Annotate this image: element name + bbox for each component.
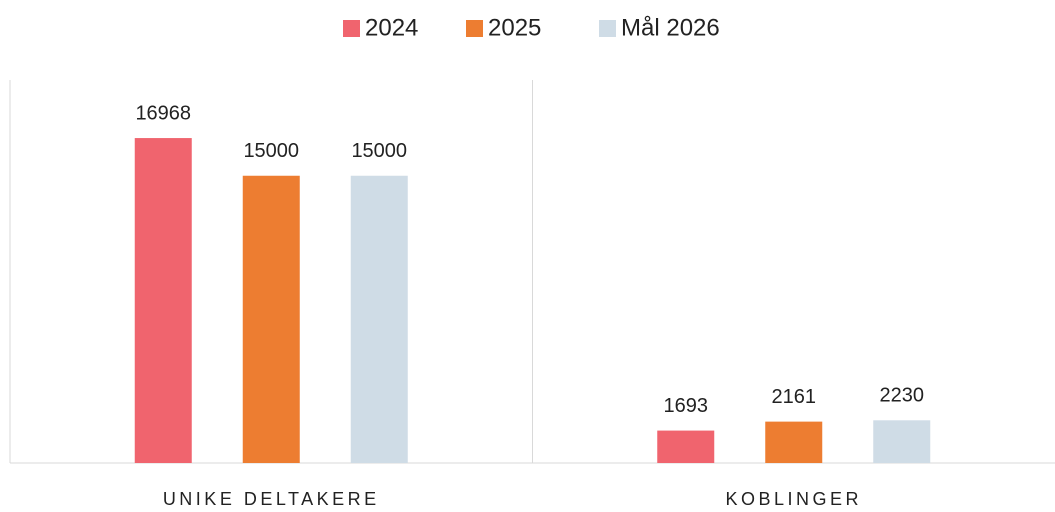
bar xyxy=(242,175,300,463)
legend-label: Mål 2026 xyxy=(621,14,720,41)
bar xyxy=(873,420,931,463)
bar xyxy=(350,175,408,463)
bar xyxy=(657,430,715,463)
data-label: 1693 xyxy=(664,395,709,417)
legend-label: 2024 xyxy=(365,14,418,41)
data-label: 15000 xyxy=(351,140,407,162)
bar xyxy=(134,138,192,463)
category-label: UNIKE DELTAKERE xyxy=(163,489,380,509)
legend-swatch xyxy=(466,20,483,37)
data-label: 15000 xyxy=(243,140,299,162)
legend-swatch xyxy=(599,20,616,37)
bar xyxy=(765,421,823,463)
legend-swatch xyxy=(343,20,360,37)
data-label: 2230 xyxy=(880,385,925,407)
legend-label: 2025 xyxy=(488,14,541,41)
data-label: 2161 xyxy=(772,386,817,408)
data-label: 16968 xyxy=(135,102,191,124)
category-label: KOBLINGER xyxy=(725,489,862,509)
